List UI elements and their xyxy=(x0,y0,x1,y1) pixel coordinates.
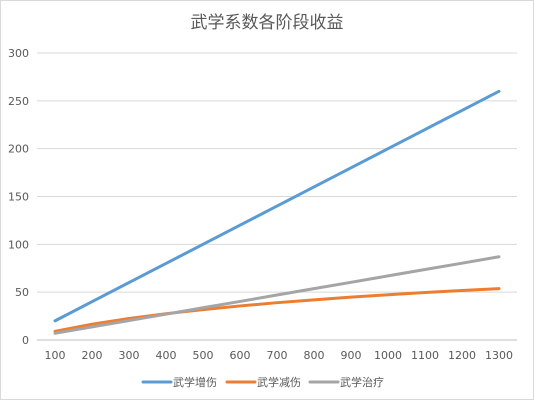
x-tick-label: 700 xyxy=(267,349,288,362)
legend-label-1: 武学增伤 xyxy=(173,375,217,389)
gridlines xyxy=(37,52,517,341)
x-tick-label: 200 xyxy=(82,349,103,362)
x-axis-ticks: 100 200 300 400 500 600 700 800 900 1000 1100 1200 1… xyxy=(45,349,514,362)
series-line-1 xyxy=(53,89,501,323)
y-tick-label: 100 xyxy=(8,238,29,251)
series-lines xyxy=(53,89,501,335)
series-line-3 xyxy=(53,255,501,335)
x-tick-label: 600 xyxy=(230,349,251,362)
x-tick-label: 1300 xyxy=(485,349,513,362)
y-tick-label: 250 xyxy=(8,95,29,108)
y-tick-label: 300 xyxy=(8,47,29,60)
series-line-2 xyxy=(53,287,501,333)
y-axis-ticks: 0 50 100 150 200 250 300 xyxy=(8,47,29,347)
x-tick-label: 500 xyxy=(193,349,214,362)
x-tick-label: 1200 xyxy=(448,349,476,362)
chart-title: 武学系数各阶段收益 xyxy=(191,13,344,33)
y-tick-label: 50 xyxy=(15,286,29,299)
x-tick-label: 1000 xyxy=(374,349,402,362)
legend-label-2: 武学减伤 xyxy=(257,375,301,389)
x-tick-label: 800 xyxy=(304,349,325,362)
legend-label-3: 武学治疗 xyxy=(340,375,384,389)
y-tick-label: 0 xyxy=(22,334,29,347)
y-tick-label: 150 xyxy=(8,191,29,204)
x-tick-label: 900 xyxy=(341,349,362,362)
y-tick-label: 200 xyxy=(8,143,29,156)
x-tick-label: 100 xyxy=(45,349,66,362)
legend: 武学增伤 武学减伤 武学治疗 xyxy=(141,375,384,389)
x-tick-label: 1100 xyxy=(411,349,439,362)
x-tick-label: 400 xyxy=(156,349,177,362)
x-tick-label: 300 xyxy=(119,349,140,362)
